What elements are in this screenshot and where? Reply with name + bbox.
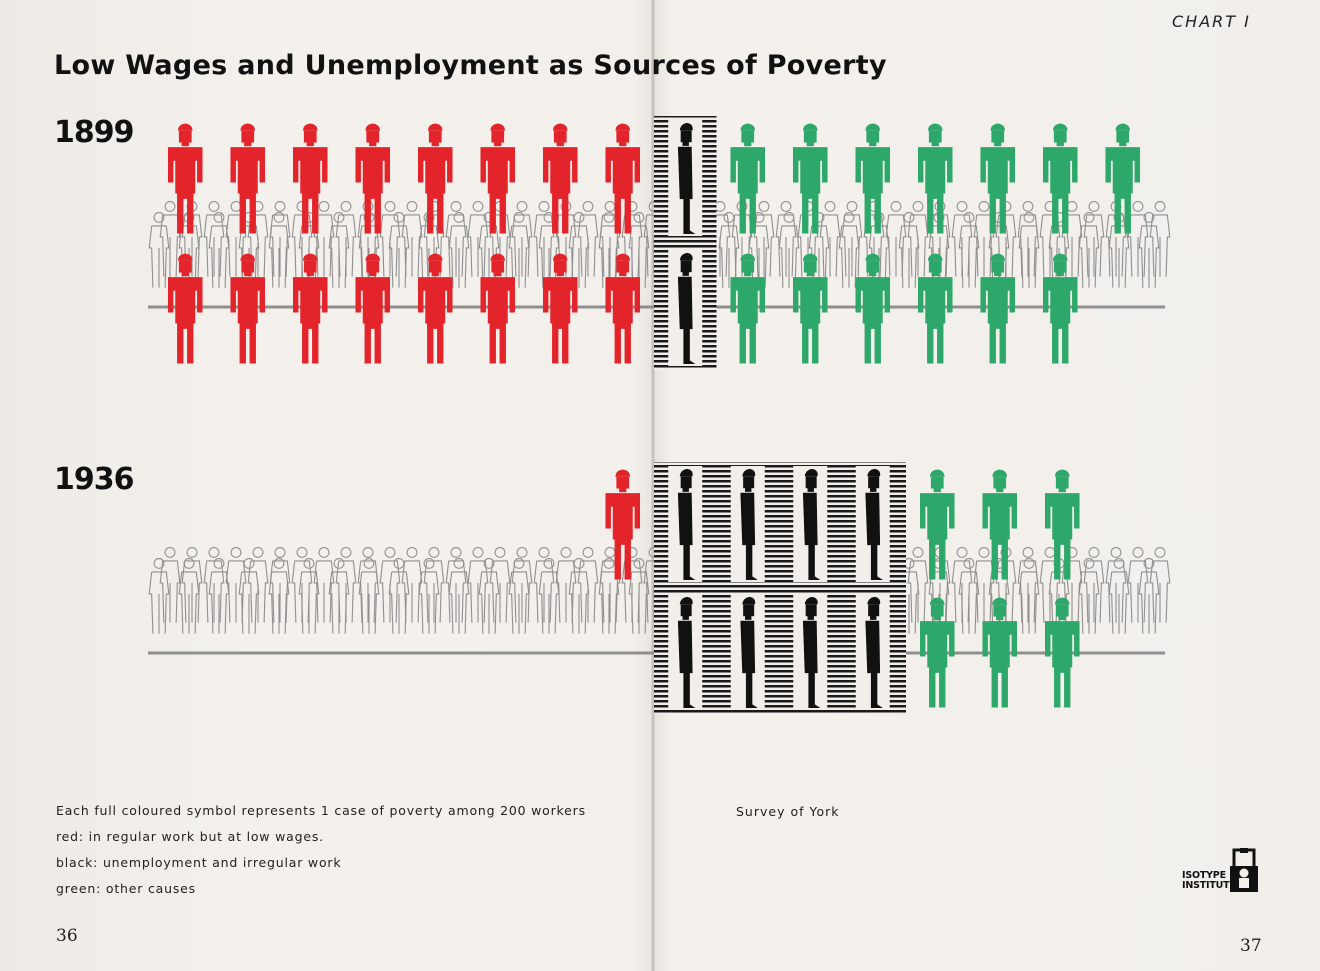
crowd-figure: [1127, 200, 1149, 278]
crowd-figure: [208, 557, 230, 635]
green-symbol-1899: [980, 253, 1016, 364]
red-symbol-1936: [605, 469, 641, 580]
green-symbol-1899: [730, 123, 766, 234]
red-symbol-1899: [230, 123, 266, 234]
crowd-figure: [148, 211, 170, 289]
green-symbol-1899: [855, 123, 891, 234]
crowd-figure: [225, 546, 247, 624]
red-symbol-1899: [355, 253, 391, 364]
crowd-figure: [159, 546, 181, 624]
green-symbol-1899: [792, 253, 828, 364]
red-symbol-1899: [542, 123, 578, 234]
crowd-figure: [401, 200, 423, 278]
red-symbol-1899: [605, 253, 641, 364]
crowd-figure: [478, 557, 500, 635]
crowd-figure: [178, 557, 200, 635]
crowd-figure: [819, 200, 841, 278]
crowd-figure: [1149, 546, 1171, 624]
crowd-figure: [1105, 546, 1127, 624]
legend-red: red: in regular work but at low wages.: [56, 829, 324, 844]
crowd-figure: [159, 200, 181, 278]
book-gutter: [651, 0, 655, 971]
crowd-figure: [538, 557, 560, 635]
red-symbol-1899: [417, 253, 453, 364]
crowd-figure: [445, 546, 467, 624]
year-label-1936: 1936: [54, 462, 134, 497]
green-symbol-1936: [982, 469, 1018, 580]
crowd-figure: [445, 200, 467, 278]
crowd-figure: [1138, 557, 1160, 635]
red-symbol-1899: [167, 123, 203, 234]
chart-title: Low Wages and Unemployment as Sources of…: [54, 50, 887, 81]
crowd-figure: [1108, 557, 1130, 635]
crowd-figure: [1078, 211, 1100, 289]
green-symbol-1899: [1042, 123, 1078, 234]
green-symbol-1936: [919, 597, 955, 708]
crowd-figure: [401, 546, 423, 624]
crowd-figure: [448, 557, 470, 635]
crowd-figure: [467, 546, 489, 624]
crowd-figure: [1138, 211, 1160, 289]
green-symbol-1899: [917, 253, 953, 364]
isotype-logo-mark: [1230, 848, 1258, 892]
isotype-institute-logo: ISOTYPE INSTITUTE: [1182, 848, 1262, 898]
legend-black: black: unemployment and irregular work: [56, 855, 342, 870]
crowd-figure: [973, 546, 995, 624]
crowd-figure: [841, 200, 863, 278]
logo-text: ISOTYPE INSTITUTE: [1182, 870, 1236, 891]
crowd-figure: [511, 546, 533, 624]
crowd-figure: [778, 211, 800, 289]
green-symbol-1936: [1044, 469, 1080, 580]
red-symbol-1899: [292, 123, 328, 234]
crowd-figure: [838, 211, 860, 289]
green-symbol-1899: [855, 253, 891, 364]
crowd-figure: [148, 557, 170, 635]
crowd-figure: [555, 546, 577, 624]
crowd-figure: [775, 200, 797, 278]
crowd-figure: [508, 557, 530, 635]
green-symbol-1899: [980, 123, 1016, 234]
crowd-figure: [1127, 546, 1149, 624]
crowd-figure: [885, 200, 907, 278]
chart-number-label: CHART I: [1172, 12, 1251, 31]
crowd-figure: [418, 557, 440, 635]
year-label-1899: 1899: [54, 115, 134, 150]
crowd-figure: [1149, 200, 1171, 278]
crowd-figure: [208, 211, 230, 289]
crowd-figure: [313, 546, 335, 624]
chart-legend: Each full coloured symbol represents 1 c…: [56, 802, 586, 906]
year-group-1899: [148, 116, 1171, 370]
crowd-figure: [489, 546, 511, 624]
crowd-figure: [448, 211, 470, 289]
red-symbol-1899: [480, 253, 516, 364]
red-symbol-1899: [292, 253, 328, 364]
legend-green: green: other causes: [56, 881, 196, 896]
crowd-figure: [508, 211, 530, 289]
crowd-figure: [511, 200, 533, 278]
crowd-figure: [467, 200, 489, 278]
red-symbol-1899: [605, 123, 641, 234]
red-symbol-1899: [417, 123, 453, 234]
legend-scale-note: Each full coloured symbol represents 1 c…: [56, 803, 586, 818]
page-number-right: 37: [1240, 936, 1262, 956]
year-group-1936: [148, 462, 1171, 714]
red-symbol-1899: [167, 253, 203, 364]
green-symbol-1899: [1105, 123, 1141, 234]
crowd-figure: [181, 546, 203, 624]
source-note: Survey of York: [736, 804, 840, 819]
page-number-left: 36: [56, 926, 78, 946]
crowd-figure: [1078, 557, 1100, 635]
